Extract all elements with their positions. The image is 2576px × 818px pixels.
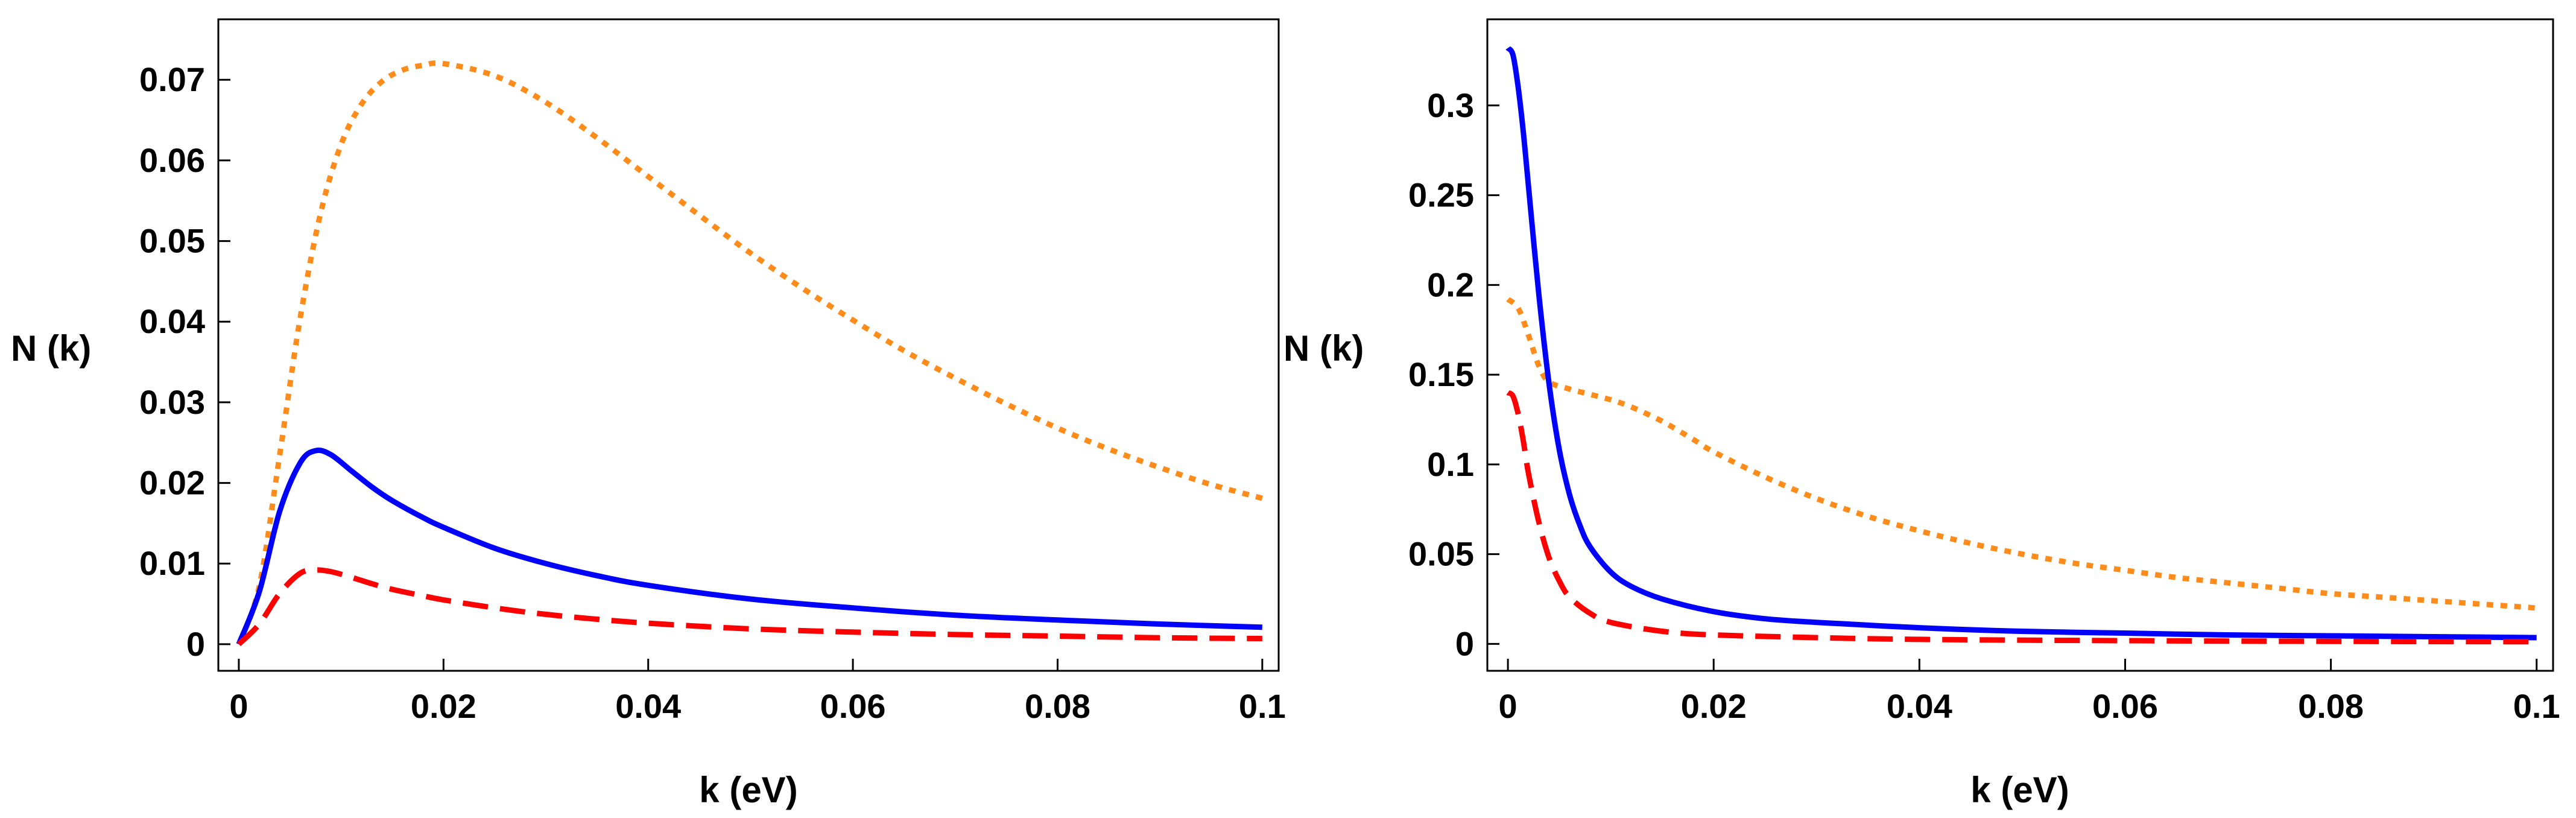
right-chart: 0 0.02 0.04 0.06 0.08 0.1 0 0.05 0.1 0.15 0.2 0.25 0… — [1283, 18, 2560, 810]
left-chart-ylabel: N (k) — [11, 328, 91, 369]
right-chart-series-blue-solid — [1505, 46, 2537, 641]
right-chart-ytick-label: 0.2 — [1427, 265, 1474, 303]
right-chart-frame — [1486, 18, 2554, 672]
left-chart-ytick-label: 0.05 — [139, 222, 205, 260]
right-chart-ytick-label: 0.05 — [1408, 535, 1474, 573]
left-chart-ytick-label: 0.06 — [139, 141, 205, 179]
left-chart-xtick-label: 0.04 — [615, 687, 681, 725]
left-chart-ytick-label: 0.01 — [139, 544, 205, 582]
right-chart-ytick-label: 0 — [1455, 624, 1474, 662]
left-chart-ytick-label: 0.04 — [139, 302, 205, 340]
right-chart-ytick-label: 0.3 — [1427, 86, 1474, 124]
right-chart-series-red-dashed — [1506, 390, 2537, 645]
right-chart-xlabel: k (eV) — [1970, 770, 2069, 810]
right-chart-ylabel: N (k) — [1283, 328, 1364, 369]
left-chart-xtick-label: 0.06 — [820, 687, 886, 725]
left-chart-series — [236, 60, 1263, 647]
left-chart-series-blue-solid — [236, 447, 1262, 645]
right-chart-xtick-label: 0.04 — [1887, 687, 1952, 725]
left-chart-series-orange-dotted — [236, 60, 1263, 645]
left-chart-ytick-label: 0.03 — [139, 383, 205, 421]
right-chart-xtick-label: 0.02 — [1681, 687, 1747, 725]
right-chart-ticks: 0 0.02 0.04 0.06 0.08 0.1 0 0.05 0.1 0.15 0.2 0.25 0… — [1408, 86, 2560, 725]
right-chart-xtick-label: 0.08 — [2298, 687, 2364, 725]
left-chart-series-red-dashed — [236, 567, 1262, 647]
left-chart-ticks: 0 0.02 0.04 0.06 0.08 0.1 0 0.01 0.02 0.03 0.04 0.0… — [139, 60, 1286, 725]
right-chart-xtick-label: 0 — [1499, 687, 1517, 725]
right-chart-xtick-label: 0.06 — [2092, 687, 2158, 725]
right-chart-ytick-label: 0.15 — [1408, 355, 1474, 393]
right-chart-series — [1505, 46, 2537, 645]
left-chart-ytick-label: 0.02 — [139, 464, 205, 502]
right-chart-ytick-label: 0.25 — [1408, 176, 1474, 214]
right-chart-ytick-label: 0.1 — [1427, 445, 1474, 483]
right-chart-xtick-label: 0.1 — [2513, 687, 2560, 725]
left-chart-ytick-label: 0 — [186, 625, 205, 663]
left-chart-xtick-label: 0.1 — [1239, 687, 1286, 725]
left-chart-xtick-label: 0 — [229, 687, 248, 725]
left-chart-xtick-label: 0.02 — [411, 687, 476, 725]
left-chart-frame — [217, 18, 1280, 672]
right-chart-series-orange-dotted — [1506, 297, 2537, 611]
left-chart-xtick-label: 0.08 — [1025, 687, 1090, 725]
left-chart-ytick-label: 0.07 — [139, 60, 205, 98]
left-chart: 0 0.02 0.04 0.06 0.08 0.1 0 0.01 0.02 0.03 0.04 0.0… — [11, 18, 1286, 810]
left-chart-xlabel: k (eV) — [699, 770, 797, 810]
